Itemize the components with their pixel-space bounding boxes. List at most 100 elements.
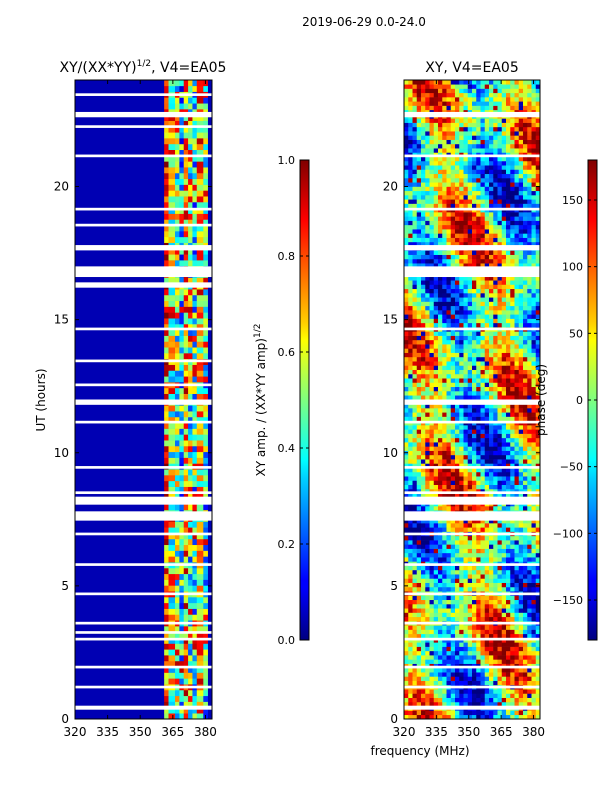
amp-cell xyxy=(164,132,169,139)
phase-cell xyxy=(425,476,430,481)
phase-cell xyxy=(523,254,528,260)
phase-cell xyxy=(514,488,520,494)
phase-cell xyxy=(472,612,477,618)
phase-cell xyxy=(416,263,422,268)
phase-cell xyxy=(476,356,481,362)
phase-cell xyxy=(484,288,490,294)
amp-cell xyxy=(183,585,189,592)
phase-cell xyxy=(480,408,486,413)
phase-cell xyxy=(497,386,503,392)
phase-cell xyxy=(527,612,532,618)
phase-cell xyxy=(433,386,439,392)
amp-cell xyxy=(168,701,176,708)
phase-cell xyxy=(412,386,418,392)
phase-cell xyxy=(404,523,409,528)
amp-cell xyxy=(192,440,198,447)
phase-cell xyxy=(484,258,490,264)
phase-cell xyxy=(527,237,532,243)
phase-cell xyxy=(433,216,439,221)
phase-cell xyxy=(425,199,430,204)
phase-cell xyxy=(450,339,456,345)
phase-cell xyxy=(429,454,435,460)
phase-cell xyxy=(463,403,469,409)
amp-cell xyxy=(164,527,169,534)
phase-cell xyxy=(510,565,515,571)
phase-cell xyxy=(438,454,443,460)
amp-cell xyxy=(183,329,189,336)
phase-cell xyxy=(518,642,524,647)
phase-cell xyxy=(463,574,469,579)
amp-flagged-row xyxy=(75,282,212,288)
phase-cell xyxy=(442,433,447,439)
phase-cell xyxy=(518,454,524,460)
amp-cell xyxy=(179,323,185,331)
phase-cell xyxy=(497,616,503,622)
amp-cell xyxy=(203,492,208,499)
phase-cell xyxy=(429,574,435,579)
phase-cell xyxy=(484,437,490,443)
phase-cell xyxy=(484,254,490,260)
phase-cell xyxy=(459,258,464,264)
phase-cell xyxy=(506,301,511,307)
amp-cell xyxy=(192,637,198,644)
phase-cell xyxy=(484,395,490,400)
amp-cell xyxy=(175,353,180,360)
phase-cell xyxy=(510,471,515,477)
phase-cell xyxy=(412,352,418,358)
amp-cell xyxy=(175,533,180,540)
phase-cell xyxy=(535,574,541,579)
phase-cell xyxy=(514,540,520,545)
phase-cell xyxy=(421,595,426,601)
phase-cell xyxy=(535,275,541,281)
phase-cell xyxy=(510,544,515,549)
phase-cell xyxy=(497,471,503,477)
phase-cell xyxy=(493,310,498,315)
amp-cell xyxy=(188,236,193,243)
phase-cell xyxy=(493,646,498,652)
phase-cell xyxy=(425,382,430,388)
amp-cell xyxy=(164,289,169,296)
amp-cell xyxy=(196,475,204,482)
amp-cell xyxy=(175,573,180,580)
phase-cell xyxy=(433,599,439,605)
phase-cell xyxy=(535,237,541,243)
phase-cell xyxy=(438,254,443,260)
phase-cell xyxy=(459,480,464,485)
phase-cell xyxy=(518,237,524,243)
phase-cell xyxy=(467,527,473,532)
phase-cell xyxy=(535,318,541,324)
phase-cell xyxy=(531,241,537,247)
amp-cell xyxy=(168,475,176,482)
amp-cell xyxy=(179,550,185,557)
phase-cell xyxy=(412,565,418,571)
phase-cell xyxy=(467,361,473,366)
phase-cell xyxy=(501,437,507,443)
amp-flagged-row xyxy=(75,359,212,363)
phase-cell xyxy=(493,352,498,358)
phase-cell xyxy=(442,373,447,379)
phase-cell xyxy=(421,659,426,664)
amp-cell xyxy=(168,457,176,464)
amp-cell xyxy=(179,445,185,453)
phase-cell xyxy=(421,578,426,583)
phase-cell xyxy=(446,625,452,630)
amp-cell xyxy=(168,172,176,180)
phase-cell xyxy=(531,352,537,358)
phase-cell xyxy=(455,578,460,583)
amp-cell xyxy=(164,608,169,615)
phase-cell xyxy=(429,280,435,285)
phase-cell xyxy=(408,344,413,349)
phase-cell xyxy=(523,361,528,366)
phase-cell xyxy=(472,714,477,720)
phase-cell xyxy=(484,506,490,511)
phase-cell xyxy=(535,433,541,439)
phase-cell xyxy=(438,650,443,656)
phase-cell xyxy=(518,523,524,528)
amp-cell xyxy=(175,666,180,673)
phase-cell xyxy=(535,493,541,498)
phase-cell xyxy=(493,655,498,660)
phase-cell xyxy=(404,356,409,362)
phase-cell xyxy=(497,642,503,647)
phase-cell xyxy=(493,548,498,554)
phase-cell xyxy=(489,467,494,473)
